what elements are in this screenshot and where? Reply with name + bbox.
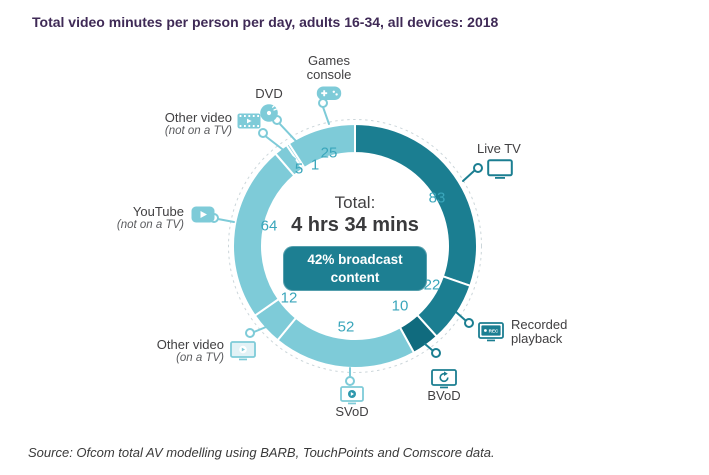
segment-name: DVD — [255, 86, 283, 101]
leader-marker — [431, 348, 441, 358]
segment-value: 22 — [424, 277, 441, 294]
segment-label-live-tv: Live TV — [477, 141, 549, 180]
leader-marker — [345, 376, 355, 386]
segment-value: 25 — [321, 145, 338, 162]
segment-name: SVoD — [335, 404, 369, 419]
segment-label-bvod: BVoD — [418, 369, 470, 403]
source-note: Source: Ofcom total AV modelling using B… — [28, 445, 495, 460]
leader-line — [253, 326, 267, 333]
dashed-outline — [228, 119, 482, 373]
svg-text:REC: REC — [489, 328, 499, 333]
total-value: 4 hrs 34 mins — [291, 214, 419, 236]
leader-line — [322, 106, 330, 125]
segment-label-recorded-playback: REC Recorded playback — [478, 317, 579, 347]
segment-name: Recorded playback — [511, 317, 568, 347]
leader-line — [263, 134, 296, 160]
segment-subname: (on a TV) — [176, 352, 224, 365]
donut-segment — [287, 122, 356, 170]
tv-rec-icon: REC — [478, 322, 504, 342]
segment-name: BVoD — [427, 388, 461, 403]
segment-name: YouTube — [132, 204, 184, 219]
donut-center: Total: 4 hrs 34 mins 42% broadcast conte… — [263, 193, 447, 292]
leader-line — [278, 122, 311, 157]
tv-play-icon — [340, 386, 364, 405]
leader-line — [217, 218, 235, 223]
segment-label-other-video-no-tv: Other video (not on a TV) — [126, 110, 261, 138]
segment-value: 5 — [295, 161, 303, 178]
segment-label-svod: SVoD — [325, 386, 379, 419]
segment-name: Other video — [164, 110, 232, 125]
gamepad-icon — [316, 86, 342, 100]
segment-subname: (not on a TV) — [116, 219, 184, 232]
segment-label-other-video-tv: Other video (on a TV) — [148, 337, 256, 365]
segment-name: Other video — [156, 337, 224, 352]
leader-line — [462, 170, 475, 182]
segment-label-youtube: YouTube (not on a TV) — [92, 204, 215, 232]
segment-value: 83 — [429, 190, 446, 207]
tv-video-icon — [230, 341, 256, 361]
tv-icon — [487, 159, 513, 180]
chart-title: Total video minutes per person per day, … — [32, 14, 499, 30]
segment-label-games-console: Games console — [294, 53, 364, 102]
leader-line — [424, 343, 433, 351]
dvd-icon — [260, 104, 278, 123]
segment-label-dvd: DVD — [245, 86, 293, 123]
segment-value: 10 — [392, 298, 409, 315]
leader-marker — [464, 318, 474, 328]
total-label: Total: — [334, 193, 376, 212]
leader-marker — [473, 163, 483, 173]
leader-marker — [258, 128, 268, 138]
segment-value: 52 — [338, 319, 355, 336]
segment-value: 64 — [261, 218, 278, 235]
youtube-icon — [191, 206, 215, 223]
broadcast-badge: 42% broadcast content — [283, 246, 427, 292]
segment-subname: (not on a TV) — [164, 125, 232, 138]
segment-name: Live TV — [477, 141, 521, 156]
tv-replay-icon — [431, 369, 457, 389]
leader-line — [455, 311, 466, 321]
film-icon — [237, 113, 261, 129]
segment-name: Games console — [306, 53, 352, 83]
segment-value: 1 — [311, 157, 319, 174]
segment-value: 12 — [281, 290, 298, 307]
leader-marker — [245, 328, 255, 338]
